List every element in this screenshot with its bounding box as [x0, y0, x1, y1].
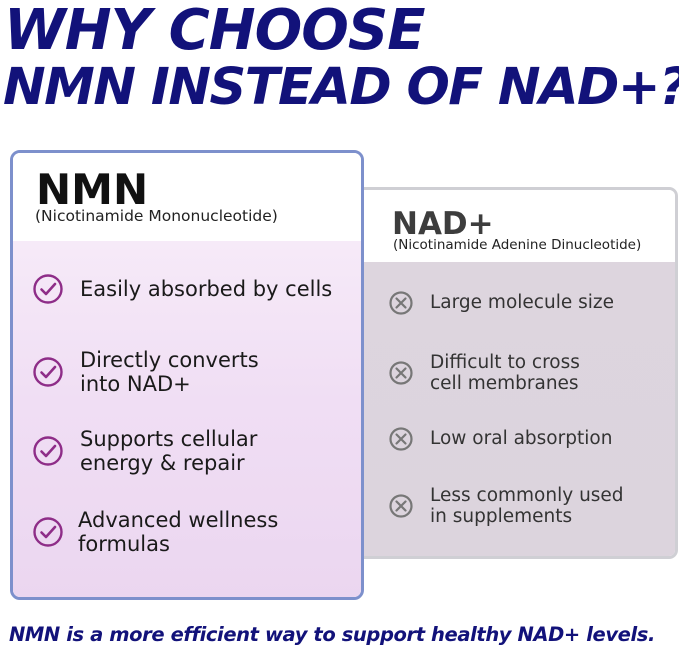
headline-line-1: WHY CHOOSE — [4, 0, 425, 63]
nad-list-item: Large molecule size — [388, 290, 614, 316]
nad-list-item: Low oral absorption — [388, 426, 612, 452]
nmn-card: NMN (Nicotinamide Mononucleotide) Easily… — [10, 150, 364, 600]
nmn-item-text: Advanced wellness formulas — [78, 508, 279, 557]
check-circle-icon — [33, 357, 63, 387]
x-circle-icon — [389, 361, 413, 385]
nad-list-item: Less commonly used in supplements — [388, 485, 624, 528]
x-circle-icon — [389, 494, 413, 518]
headline-line-2: NMN INSTEAD OF NAD+? — [3, 58, 679, 117]
nad-item-text: Large molecule size — [430, 292, 614, 314]
nmn-item-text: Supports cellular energy & repair — [80, 427, 258, 476]
nmn-card-subtitle: (Nicotinamide Mononucleotide) — [35, 207, 278, 225]
nad-card-subtitle: (Nicotinamide Adenine Dinucleotide) — [393, 237, 642, 253]
nmn-item-text: Easily absorbed by cells — [80, 276, 333, 301]
nad-item-text: Low oral absorption — [430, 428, 613, 450]
nad-card-title: NAD+ — [392, 206, 494, 242]
nad-item-text: Less commonly used in supplements — [430, 485, 624, 528]
nmn-list-item: Advanced wellness formulas — [32, 508, 278, 556]
nmn-item-text: Directly converts into NAD+ — [80, 348, 259, 397]
nad-list-item: Difficult to cross cell membranes — [388, 352, 580, 395]
nad-card: NAD+ (Nicotinamide Adenine Dinucleotide)… — [352, 187, 678, 559]
nmn-list-item: Directly converts into NAD+ — [32, 348, 259, 396]
nad-item-text: Difficult to cross cell membranes — [430, 352, 580, 395]
footer-tagline: NMN is a more efficient way to support h… — [9, 623, 655, 646]
nmn-list-item: Supports cellular energy & repair — [32, 427, 257, 475]
check-circle-icon — [33, 274, 63, 304]
x-circle-icon — [389, 427, 413, 451]
nad-card-header: NAD+ (Nicotinamide Adenine Dinucleotide) — [355, 190, 675, 262]
nmn-card-body — [13, 241, 361, 597]
nmn-list-item: Easily absorbed by cells — [32, 273, 332, 305]
check-circle-icon — [33, 517, 63, 547]
nmn-card-header: NMN (Nicotinamide Mononucleotide) — [13, 153, 361, 241]
nmn-card-title: NMN — [36, 165, 149, 214]
check-circle-icon — [33, 436, 63, 466]
x-circle-icon — [389, 291, 413, 315]
